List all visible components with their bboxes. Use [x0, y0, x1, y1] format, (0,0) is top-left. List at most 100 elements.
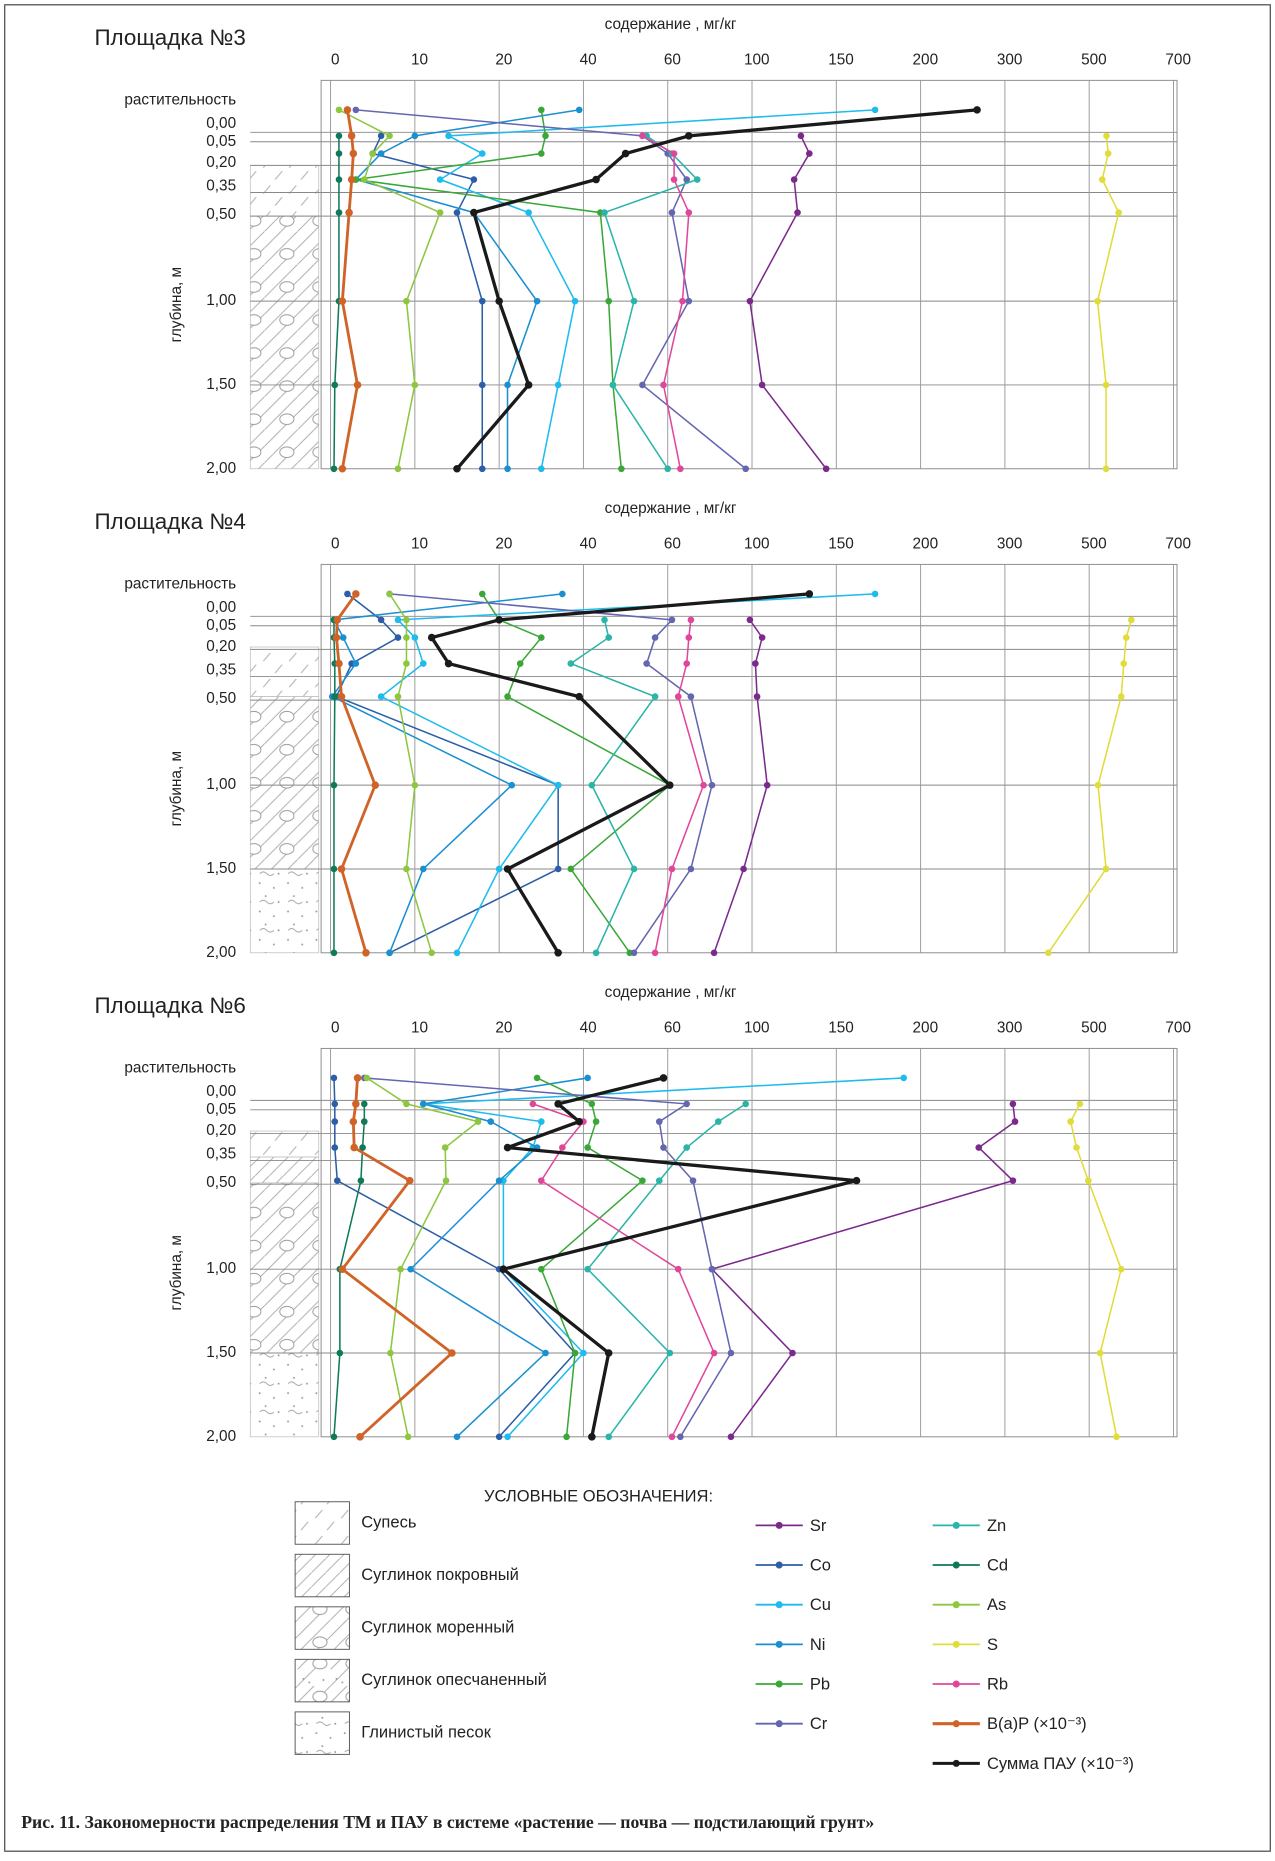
data-point: [668, 616, 676, 624]
soil-layer: [249, 696, 320, 870]
x-tick-label: 100: [744, 535, 770, 552]
data-point: [740, 865, 747, 873]
series-line: [455, 108, 978, 470]
legend-label: Cr: [810, 1714, 828, 1733]
data-point: [601, 209, 608, 216]
soil-layer: [249, 165, 320, 217]
legend-swatch: [952, 1521, 960, 1529]
soil-label: Суглинок моренный: [361, 1617, 514, 1636]
data-point: [333, 1177, 341, 1184]
series-line: [371, 135, 484, 469]
data-point: [411, 132, 419, 140]
frame: [4, 4, 1271, 1852]
data-point: [1073, 1144, 1080, 1151]
depth-label: 0,50: [206, 690, 236, 707]
data-point: [700, 781, 707, 789]
data-point: [554, 781, 562, 789]
data-point: [411, 634, 419, 641]
data-point: [406, 1176, 414, 1185]
data-point: [537, 150, 545, 157]
series-line: [713, 619, 769, 954]
data-point: [584, 1265, 591, 1273]
data-point: [630, 949, 638, 957]
series-line: [1069, 1103, 1122, 1437]
x-tick-label: 60: [664, 51, 681, 68]
data-point: [503, 1143, 512, 1152]
data-point: [349, 1117, 358, 1126]
data-point: [487, 1118, 495, 1125]
soil-layer: [249, 1182, 320, 1354]
data-point: [660, 381, 667, 389]
soil-layer: [249, 1352, 320, 1438]
depth-label: 0,00: [206, 115, 236, 132]
depth-label: 0,50: [206, 1174, 236, 1191]
data-point: [677, 465, 684, 473]
series-line: [1047, 619, 1133, 954]
data-point: [436, 176, 444, 183]
x-tick-label: 500: [1081, 535, 1107, 552]
data-point: [1067, 1118, 1074, 1125]
data-point: [330, 865, 338, 873]
data-point: [403, 297, 410, 305]
data-point: [554, 1100, 562, 1108]
data-point: [790, 176, 798, 183]
data-point: [360, 1100, 368, 1108]
data-point: [377, 132, 385, 140]
x-tick-label: 40: [580, 1019, 597, 1036]
data-point: [359, 1144, 366, 1151]
depth-label: 1,00: [206, 292, 236, 309]
data-point: [683, 176, 690, 183]
data-point: [679, 297, 686, 305]
depth-label: 1,50: [206, 1344, 236, 1361]
data-point: [1009, 1100, 1017, 1108]
data-point: [710, 949, 718, 957]
data-point: [746, 297, 754, 305]
data-point: [685, 634, 693, 641]
data-point: [478, 465, 486, 473]
depth-label: 1,50: [206, 860, 236, 877]
x-tick-label: 200: [913, 535, 939, 552]
plot-area: [320, 79, 1178, 470]
data-point: [1085, 1177, 1092, 1184]
data-point: [714, 1118, 722, 1125]
data-point: [605, 1433, 613, 1441]
data-point: [377, 616, 385, 624]
data-point: [353, 1074, 362, 1082]
data-point: [397, 1265, 404, 1273]
data-point: [670, 150, 678, 157]
data-point: [660, 1144, 667, 1151]
data-point: [1098, 176, 1106, 183]
soil-swatch: [294, 1658, 350, 1703]
data-point: [347, 175, 356, 184]
data-point: [453, 1433, 461, 1441]
data-point: [470, 208, 478, 217]
data-point: [338, 464, 347, 473]
legend-swatch: [952, 1561, 960, 1569]
data-point: [441, 1144, 449, 1151]
data-point: [693, 176, 701, 183]
data-point: [677, 1433, 684, 1441]
data-point: [330, 949, 338, 957]
data-point: [630, 865, 638, 873]
depth-label: 2,00: [206, 1428, 236, 1445]
data-point: [588, 1433, 596, 1441]
series-line: [586, 1103, 747, 1438]
data-point: [516, 660, 524, 667]
data-point: [331, 381, 339, 389]
depth-label: 2,00: [206, 460, 236, 477]
data-point: [758, 634, 766, 641]
legend-label: Pb: [810, 1675, 830, 1694]
data-point: [387, 1349, 394, 1357]
y-axis-label: глубина, м: [168, 751, 185, 826]
series-line: [481, 593, 672, 954]
depth-label: 0,20: [206, 154, 236, 171]
soil-swatch: [294, 1606, 350, 1650]
data-point: [436, 209, 444, 216]
data-point: [571, 297, 579, 305]
plot-area: [320, 1047, 1178, 1438]
x-axis-label: содержание , мг/кг: [605, 984, 737, 1001]
x-tick-label: 500: [1081, 51, 1107, 68]
data-point: [727, 1433, 735, 1441]
data-point: [411, 781, 419, 789]
series-line: [1096, 135, 1120, 469]
